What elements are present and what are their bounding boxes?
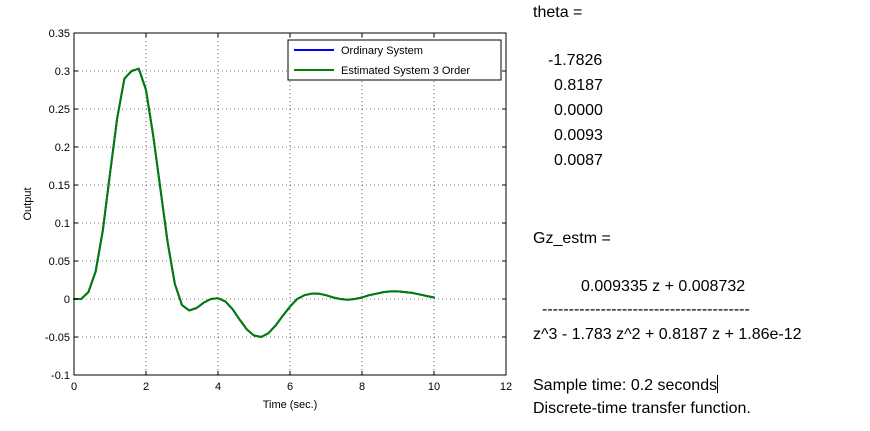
legend: Ordinary System Estimated System 3 Order: [287, 39, 502, 81]
y-tick-label: 0.2: [55, 142, 70, 154]
transfer-description: Discrete-time transfer function.: [533, 400, 751, 417]
y-axis-label: Output: [22, 187, 34, 220]
y-tick-label: 0.3: [55, 66, 70, 78]
y-tick-label: 0.05: [49, 256, 70, 268]
x-tick-label: 12: [500, 381, 512, 393]
theta-value: 0.0087: [554, 152, 603, 169]
y-tick-label: 0.1: [55, 218, 70, 230]
text-cursor: [717, 375, 719, 393]
x-tick-label: 8: [359, 381, 365, 393]
x-axis-label: Time (sec.): [263, 399, 318, 411]
sample-time-text: Sample time: 0.2 seconds: [533, 375, 719, 394]
y-tick-label: -0.05: [45, 332, 70, 344]
y-tick-label: -0.1: [51, 370, 70, 382]
transfer-fraction-bar: ---------------------------------------: [542, 301, 750, 318]
y-tick-label: 0: [64, 294, 70, 306]
axis-ticks: 0 2 4 6 8 10 12 -0.1 -0.05 0 0.05 0.1 0.15 0.2 0.25 0.3…: [45, 28, 512, 393]
y-tick-label: 0.25: [49, 104, 70, 116]
theta-value: 0.0093: [554, 127, 603, 144]
series-layer: [73, 67, 435, 338]
theta-label: theta =: [533, 4, 583, 21]
x-tick-label: 0: [71, 381, 77, 393]
series-line-estimated-system-3-order: [73, 67, 435, 338]
theta-value: -1.7826: [548, 52, 603, 69]
console-output: theta = -1.7826 0.8187 0.0000 0.0093 0.0…: [520, 0, 870, 431]
legend-label-estimated-system: Estimated System 3 Order: [341, 65, 470, 77]
line-chart: 0 2 4 6 8 10 12 -0.1 -0.05 0 0.05 0.1 0.15 0.2 0.25 0.3…: [22, 28, 512, 411]
x-tick-label: 10: [428, 381, 440, 393]
plot-area: [74, 33, 506, 375]
theta-value: 0.8187: [554, 77, 603, 94]
y-tick-label: 0.35: [49, 28, 70, 40]
gz-estm-label: Gz_estm =: [533, 230, 611, 247]
legend-box: [287, 39, 502, 81]
transfer-numerator: 0.009335 z + 0.008732: [581, 278, 746, 295]
transfer-denominator: z^3 - 1.783 z^2 + 0.8187 z + 1.86e-12: [533, 326, 802, 343]
theta-value: 0.0000: [554, 102, 603, 119]
x-tick-label: 2: [143, 381, 149, 393]
y-tick-label: 0.15: [49, 180, 70, 192]
x-tick-label: 4: [215, 381, 221, 393]
x-tick-label: 6: [287, 381, 293, 393]
legend-label-ordinary-system: Ordinary System: [341, 45, 423, 57]
